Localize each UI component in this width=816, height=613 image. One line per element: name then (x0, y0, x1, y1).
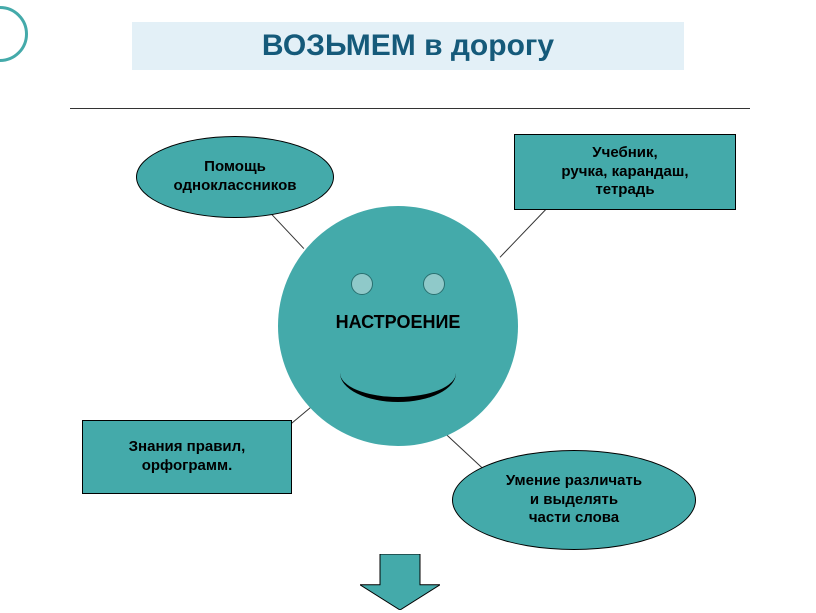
eye-right (423, 273, 445, 295)
node-textbook-text: Учебник, ручка, карандаш, тетрадь (553, 140, 696, 204)
mouth (340, 344, 456, 402)
title-divider (70, 108, 750, 109)
node-help-text: Помощь одноклассников (137, 154, 333, 200)
connector-line (499, 209, 546, 258)
node-help: Помощь одноклассников (136, 136, 334, 218)
connector-line (271, 214, 304, 249)
page-title: ВОЗЬМЕМ в дорогу (132, 22, 684, 70)
page-title-text: ВОЗЬМЕМ в дорогу (262, 29, 554, 62)
mood-face: НАСТРОЕНИЕ (278, 206, 518, 446)
node-skill-text: Умение различать и выделять части слова (498, 468, 650, 532)
eye-left (351, 273, 373, 295)
node-rules: Знания правил, орфограмм. (82, 420, 292, 494)
decorative-circle (0, 6, 28, 62)
mood-label: НАСТРОЕНИЕ (308, 312, 488, 333)
node-rules-text: Знания правил, орфограмм. (121, 434, 254, 480)
down-arrow-icon (360, 554, 440, 610)
node-skill: Умение различать и выделять части слова (452, 450, 696, 550)
node-textbook: Учебник, ручка, карандаш, тетрадь (514, 134, 736, 210)
